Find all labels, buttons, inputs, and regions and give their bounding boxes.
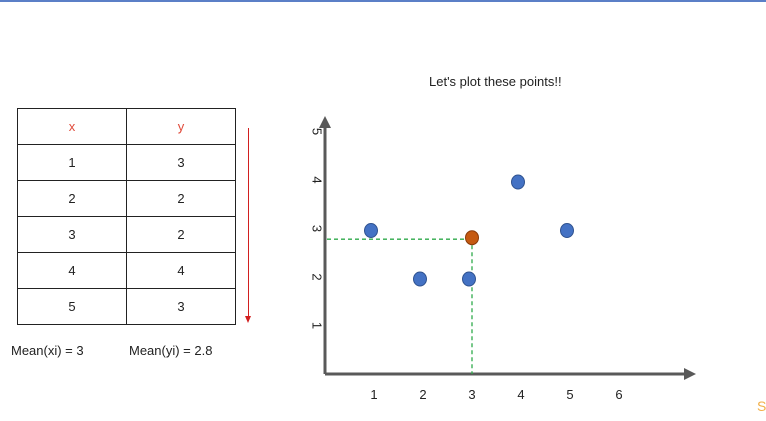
corner-mark: S [757, 398, 766, 414]
y-tick-label: 2 [310, 273, 325, 280]
y-tick-label: 5 [310, 128, 325, 135]
data-point [560, 223, 574, 238]
x-tick-label: 5 [566, 387, 573, 402]
cell-x: 4 [17, 252, 127, 289]
table-row: 1 3 [17, 144, 236, 181]
x-tick-label: 1 [370, 387, 377, 402]
data-point [462, 271, 476, 287]
y-tick-label: 1 [310, 322, 325, 329]
y-tick-label: 3 [310, 225, 325, 232]
x-tick-label: 2 [419, 387, 426, 402]
data-point [413, 271, 427, 287]
mean-x-label: Mean(xi) = 3 [11, 343, 84, 358]
x-tick-label: 6 [615, 387, 622, 402]
y-axis-arrow-icon [319, 116, 331, 128]
mean-y-label: Mean(yi) = 2.8 [129, 343, 213, 358]
y-tick-label: 4 [310, 176, 325, 183]
table-row: 3 2 [17, 216, 236, 253]
table-row: 5 3 [17, 288, 236, 325]
cell-y: 4 [126, 252, 236, 289]
x-axis-arrow-icon [684, 368, 696, 380]
down-arrow-icon [245, 316, 251, 323]
x-tick-label: 4 [517, 387, 524, 402]
table-row: 4 4 [17, 252, 236, 289]
table-header-row: x y [17, 108, 236, 145]
cell-x: 2 [17, 180, 127, 217]
mean-point [465, 230, 479, 246]
cell-y: 2 [126, 216, 236, 253]
x-tick-label: 3 [468, 387, 475, 402]
top-rule [0, 0, 766, 2]
cell-y: 3 [126, 144, 236, 181]
header-y: y [126, 108, 236, 145]
chart-title: Let's plot these points!! [429, 74, 562, 89]
data-point [364, 223, 378, 238]
data-point [511, 174, 525, 190]
data-table: x y 1 3 2 2 3 2 4 4 5 3 [17, 108, 236, 325]
cell-y: 3 [126, 288, 236, 325]
down-arrow-line [248, 128, 249, 316]
